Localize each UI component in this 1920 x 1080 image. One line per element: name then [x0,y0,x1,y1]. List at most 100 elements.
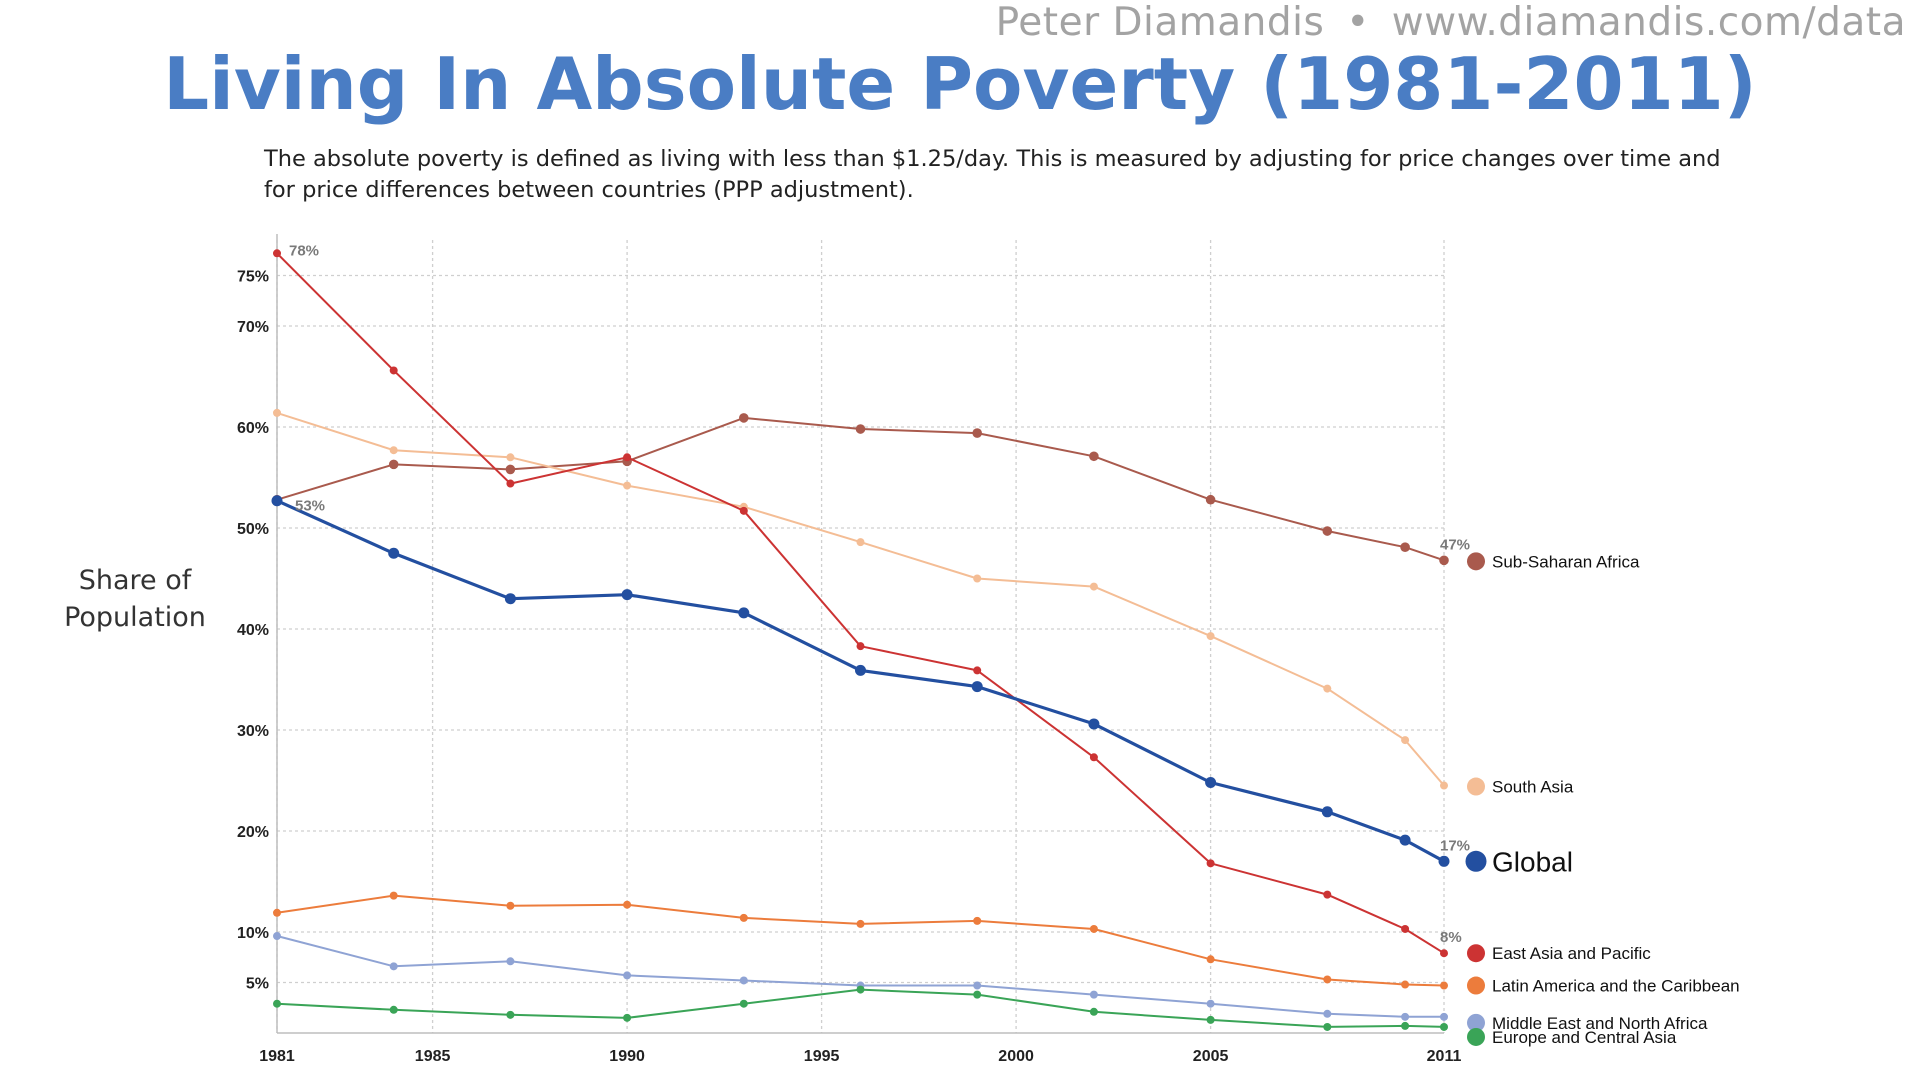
data-point-south-asia [1323,684,1332,693]
data-point-latin-america-and-the-caribbean [1440,981,1448,990]
data-point-middle-east-and-north-africa [389,962,398,971]
data-label: 47% [1440,536,1470,553]
legend-swatch-south-asia [1467,777,1485,796]
data-point-east-asia-and-pacific [506,479,515,488]
data-point-global [1205,777,1217,789]
data-point-sub-saharan-africa [972,428,982,438]
data-point-east-asia-and-pacific [973,666,982,675]
data-point-south-asia [1401,736,1410,745]
legend-label-south-asia: South Asia [1492,778,1574,797]
data-point-europe-and-central-asia [1401,1021,1410,1030]
data-point-south-asia [1440,781,1448,790]
chart-subtitle: The absolute poverty is defined as livin… [264,146,1721,203]
data-point-europe-and-central-asia [273,999,281,1008]
legend-swatch-sub-saharan-africa [1467,552,1485,571]
legend-swatch-europe-and-central-asia [1467,1027,1485,1046]
x-tick-label: 1990 [609,1048,645,1065]
data-point-middle-east-and-north-africa [1323,1009,1332,1018]
data-point-middle-east-and-north-africa [973,981,982,990]
series-line-middle-east-and-north-africa [276,935,1444,1018]
data-point-global [738,607,750,619]
data-point-middle-east-and-north-africa [739,976,748,985]
x-tick-label: 2005 [1193,1048,1229,1065]
series-line-global [276,499,1445,863]
data-point-latin-america-and-the-caribbean [389,891,398,900]
chart-title: Living In Absolute Poverty (1981-2011) [163,42,1757,126]
data-point-sub-saharan-africa [1205,494,1216,505]
legend-swatch-east-asia-and-pacific [1467,944,1485,963]
data-point-sub-saharan-africa [1439,555,1449,566]
data-point-global [1321,806,1333,818]
y-tick-label: 30% [237,723,269,740]
legend-swatch-global [1465,850,1487,872]
y-tick-label: 75% [237,269,269,286]
series-line-europe-and-central-asia [276,988,1445,1028]
data-point-latin-america-and-the-caribbean [739,913,748,922]
data-point-south-asia [973,574,982,583]
data-point-latin-america-and-the-caribbean [973,916,982,925]
data-point-europe-and-central-asia [1440,1022,1448,1031]
data-point-sub-saharan-africa [388,459,399,470]
y-tick-label: 10% [237,925,269,942]
data-point-latin-america-and-the-caribbean [1089,924,1098,933]
legend-swatch-latin-america-and-the-caribbean [1467,976,1485,995]
data-point-latin-america-and-the-caribbean [856,919,865,928]
data-point-sub-saharan-africa [1400,542,1410,552]
data-point-global [504,593,516,605]
data-point-global [271,495,283,507]
data-point-south-asia [623,481,632,490]
legend-label-latin-america-and-the-caribbean: Latin America and the Caribbean [1492,977,1740,996]
series-line-latin-america-and-the-caribbean [276,894,1445,987]
data-point-east-asia-and-pacific [1440,949,1448,958]
website-url: www.diamandis.com/data [1391,0,1906,45]
data-point-sub-saharan-africa [505,464,516,475]
data-point-latin-america-and-the-caribbean [623,900,632,909]
attribution: Peter Diamandis • www.diamandis.com/data [996,0,1906,45]
data-point-east-asia-and-pacific [1401,924,1410,933]
data-point-europe-and-central-asia [1206,1015,1215,1024]
data-point-latin-america-and-the-caribbean [1323,975,1332,984]
data-point-east-asia-and-pacific [389,366,398,375]
separator-dot: • [1346,0,1370,45]
data-label: 8% [1440,929,1462,946]
data-point-europe-and-central-asia [623,1013,632,1022]
data-point-latin-america-and-the-caribbean [1401,980,1410,989]
data-point-europe-and-central-asia [973,990,982,999]
series-line-east-asia-and-pacific [276,252,1445,955]
y-tick-label: 50% [237,521,269,538]
data-point-east-asia-and-pacific [856,642,865,651]
y-tick-label: 40% [237,622,269,639]
data-point-south-asia [506,453,515,462]
data-point-europe-and-central-asia [506,1010,515,1019]
y-axis-label: Share of Population [64,565,206,633]
data-point-sub-saharan-africa [1089,451,1099,462]
data-point-east-asia-and-pacific [1323,890,1332,899]
data-point-east-asia-and-pacific [273,249,281,258]
x-tick-label: 2011 [1427,1048,1462,1065]
data-point-latin-america-and-the-caribbean [1206,955,1215,964]
data-point-global [1438,855,1450,867]
data-point-latin-america-and-the-caribbean [506,901,515,910]
x-tick-label: 1995 [804,1048,840,1065]
data-point-middle-east-and-north-africa [1440,1012,1448,1021]
data-point-south-asia [273,408,281,417]
data-point-europe-and-central-asia [389,1005,398,1014]
data-point-europe-and-central-asia [739,999,748,1008]
legend-label-sub-saharan-africa: Sub-Saharan Africa [1492,552,1640,571]
data-point-middle-east-and-north-africa [506,957,515,966]
data-point-middle-east-and-north-africa [1089,990,1098,999]
data-point-middle-east-and-north-africa [1401,1012,1410,1021]
data-point-europe-and-central-asia [856,985,865,994]
data-point-south-asia [389,446,398,455]
data-point-latin-america-and-the-caribbean [273,908,281,917]
data-point-middle-east-and-north-africa [623,971,632,980]
y-tick-label: 60% [237,420,269,437]
y-tick-label: 20% [237,824,269,841]
x-tick-label: 1981 [259,1048,295,1065]
data-point-east-asia-and-pacific [739,506,748,515]
data-point-sub-saharan-africa [739,413,749,423]
data-label: 53% [295,498,325,515]
data-point-east-asia-and-pacific [1089,753,1098,762]
data-point-middle-east-and-north-africa [1206,999,1215,1008]
data-point-europe-and-central-asia [1089,1007,1098,1016]
